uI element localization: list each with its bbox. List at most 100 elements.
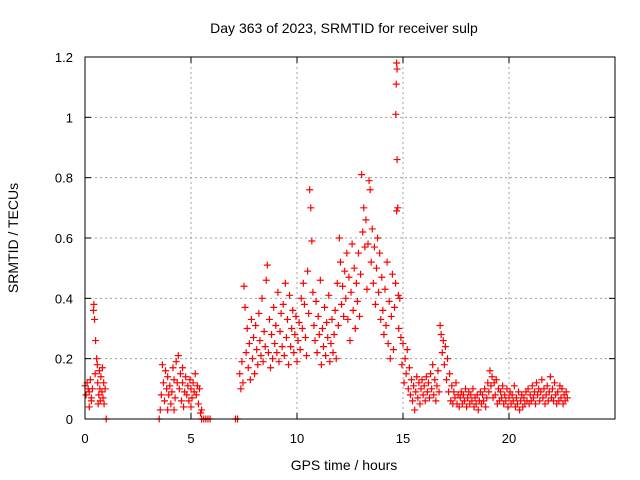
data-point	[182, 373, 190, 381]
data-point	[516, 406, 524, 414]
data-point	[423, 388, 431, 396]
data-point	[101, 385, 109, 393]
data-point	[312, 297, 320, 305]
data-point	[91, 370, 99, 378]
data-point	[340, 312, 348, 320]
data-point	[469, 385, 477, 393]
data-point	[417, 385, 425, 393]
data-point	[283, 315, 291, 323]
data-point	[246, 376, 254, 384]
data-point	[357, 270, 365, 278]
data-point	[273, 349, 281, 357]
data-point	[342, 294, 350, 302]
data-point	[95, 391, 103, 399]
data-point	[277, 309, 285, 317]
data-point	[419, 391, 427, 399]
data-point	[396, 294, 404, 302]
data-point	[529, 394, 537, 402]
data-point	[174, 352, 182, 360]
data-point	[261, 343, 269, 351]
data-point	[346, 337, 354, 345]
data-point	[314, 312, 322, 320]
data-point	[452, 379, 460, 387]
data-point	[98, 388, 106, 396]
data-point	[467, 391, 475, 399]
data-point	[378, 273, 386, 281]
data-point	[393, 59, 401, 67]
data-point	[165, 391, 173, 399]
data-point	[512, 394, 520, 402]
data-point	[545, 388, 553, 396]
data-point	[322, 352, 330, 360]
data-point	[291, 331, 299, 339]
data-point	[95, 367, 103, 375]
data-point	[321, 303, 329, 311]
data-point	[285, 361, 293, 369]
data-point	[345, 273, 353, 281]
data-point	[491, 391, 499, 399]
y-axis-ticks: 0 0.2 0.4 0.6 0.8 1 1.2	[55, 50, 615, 427]
data-point	[515, 388, 523, 396]
data-point	[350, 264, 358, 272]
y-tick-label: 0.4	[55, 291, 73, 306]
data-point	[370, 243, 378, 251]
data-point	[380, 331, 388, 339]
data-point	[479, 391, 486, 399]
data-point	[562, 388, 570, 396]
y-tick-label: 1.2	[55, 50, 73, 65]
data-point	[289, 306, 297, 314]
data-point	[510, 382, 518, 390]
data-point	[551, 379, 559, 387]
x-tick-label: 15	[396, 431, 410, 446]
data-point	[180, 403, 188, 411]
data-point	[385, 297, 393, 305]
data-point	[406, 391, 414, 399]
data-point	[427, 370, 435, 378]
data-point	[435, 388, 443, 396]
data-point	[323, 318, 331, 326]
data-point	[395, 325, 403, 332]
data-point	[530, 388, 538, 396]
data-point	[167, 400, 175, 408]
data-point	[397, 334, 405, 342]
data-point	[268, 331, 276, 339]
data-point	[85, 403, 93, 411]
data-point	[87, 397, 95, 405]
data-point	[240, 282, 248, 290]
data-point	[99, 394, 107, 402]
data-point	[187, 385, 195, 393]
data-point	[442, 376, 450, 384]
data-point	[324, 334, 332, 342]
data-point	[534, 391, 542, 399]
data-point	[295, 318, 303, 326]
data-point	[558, 385, 566, 393]
data-point	[163, 385, 171, 393]
data-point	[546, 373, 554, 381]
data-point	[197, 409, 205, 417]
data-point	[93, 355, 101, 363]
data-point	[426, 394, 433, 402]
data-point	[363, 285, 371, 293]
data-point	[315, 331, 323, 339]
data-point	[276, 328, 284, 336]
data-point	[373, 264, 380, 272]
data-point	[498, 394, 506, 402]
data-point	[94, 379, 102, 387]
data-point	[438, 349, 446, 357]
data-point	[257, 352, 265, 360]
data-point	[175, 385, 183, 393]
data-point	[404, 385, 412, 393]
data-point	[501, 391, 509, 399]
data-point	[156, 406, 164, 414]
grid	[85, 57, 615, 419]
data-point	[455, 403, 463, 411]
x-tick-label: 5	[187, 431, 194, 446]
data-point	[253, 346, 261, 354]
data-points	[81, 59, 571, 423]
data-point	[171, 394, 179, 402]
data-point	[344, 315, 352, 323]
data-point	[254, 361, 262, 369]
data-point	[91, 315, 99, 323]
data-point	[263, 261, 271, 269]
data-point	[164, 373, 172, 381]
